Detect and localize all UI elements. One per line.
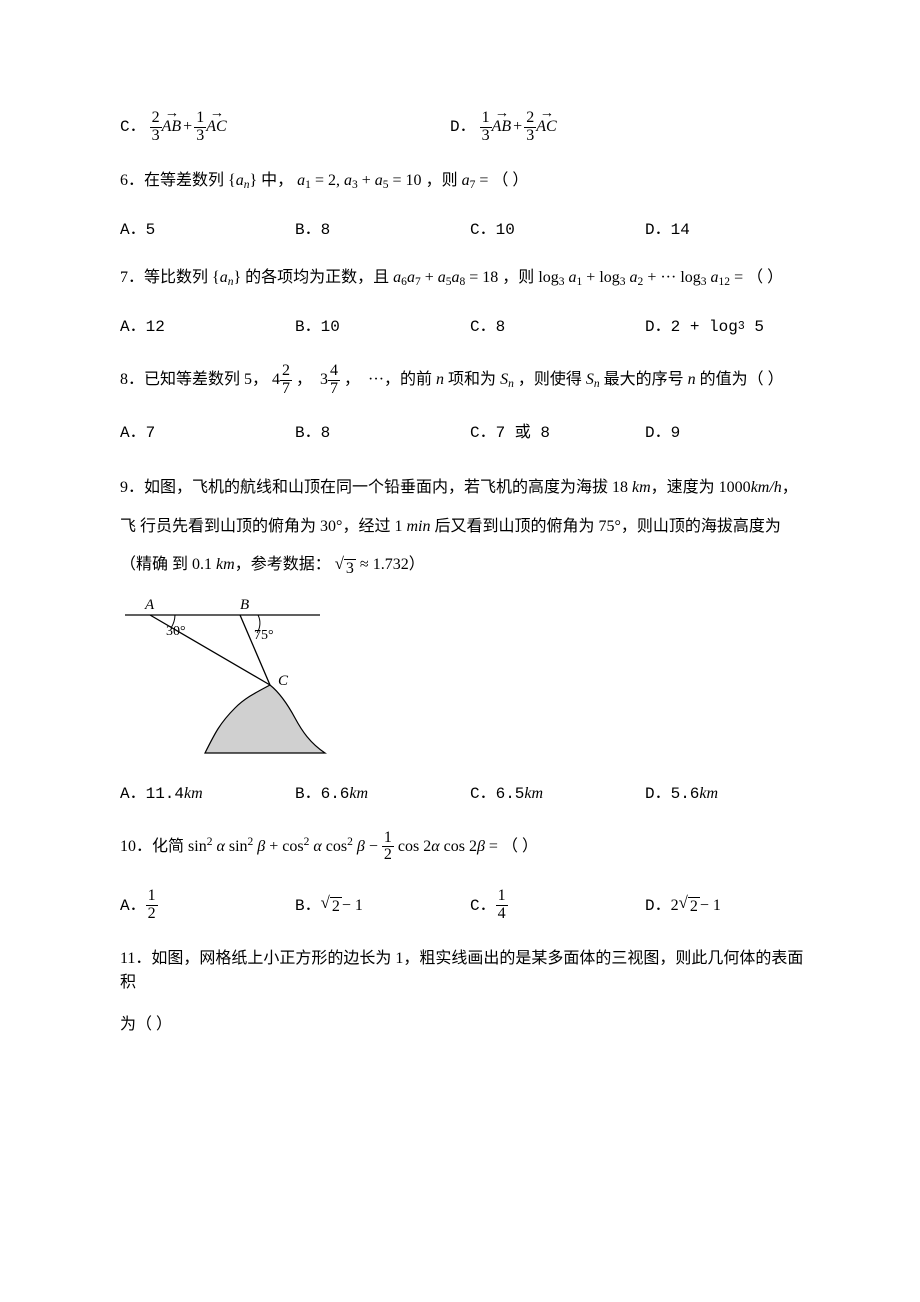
q9-stem: 9．如图，飞机的航线和山顶在同一个铅垂面内，若飞机的高度为海拔 18 km，速度…: [120, 469, 805, 584]
brace-set: {an}: [228, 172, 257, 189]
q9-opt-d: D．5.6 km: [645, 782, 718, 806]
q10-stem: 10．化简 sin2 α sin2 β + cos2 α cos2 β − 12…: [120, 830, 805, 865]
q6-opt-a: A．5: [120, 218, 295, 242]
q11-line1: 11．如图，网格纸上小正方形的边长为 1，粗实线画出的是某多面体的三视图，则此几…: [120, 947, 805, 995]
q9-opt-c: C．6.5 km: [470, 782, 645, 806]
opt-label: C．: [120, 115, 146, 139]
sqrt: √3: [335, 556, 356, 577]
opt-label: D．: [450, 115, 476, 139]
vector-ab: AB→: [162, 115, 182, 139]
mixed-frac: 4 27: [272, 363, 292, 398]
fraction: 13: [194, 110, 206, 145]
q6-opt-c: C．10: [470, 218, 645, 242]
q5-options-cd: C． 23 AB→ + 13 AC→ D． 13 AB→ + 23 AC→: [120, 110, 805, 145]
fig-label-a: A: [144, 597, 155, 613]
q7-opt-a: A．12: [120, 315, 295, 339]
fraction: 12: [382, 830, 394, 865]
q6-options: A．5 B．8 C．10 D．14: [120, 218, 805, 242]
vector-ac: AC→: [536, 115, 556, 139]
q10-opt-d: D． 2√2 − 1: [645, 888, 721, 923]
vector-ac: AC→: [206, 115, 226, 139]
q6-opt-d: D．14: [645, 218, 690, 242]
q6-opt-b: B．8: [295, 218, 470, 242]
brace-set: {an}: [212, 269, 241, 286]
q6-stem: 6．在等差数列 {an} 中， a1 = 2, a3 + a5 = 10 ，则 …: [120, 169, 805, 194]
q9-figure: A B C 30° 75°: [120, 593, 805, 758]
q8-opt-a: A．7: [120, 421, 295, 445]
q7-opt-c: C．8: [470, 315, 645, 339]
q8-opt-d: D．9: [645, 421, 680, 445]
q8-stem: 8．已知等差数列 5， 4 27 ， 3 47 ， ···，的前 n 项和为 S…: [120, 363, 805, 398]
q10-opt-c: C． 14: [470, 888, 645, 923]
q11-line2: 为（ ）: [120, 1013, 805, 1037]
vector-ab: AB→: [492, 115, 512, 139]
q9-options: A．11.4 km B．6.6 km C．6.5 km D．5.6 km: [120, 782, 805, 806]
q9-opt-b: B．6.6 km: [295, 782, 470, 806]
q7-stem: 7．等比数列 {an} 的各项均为正数，且 a6a7 + a5a8 = 18 ，…: [120, 266, 805, 291]
q10-options: A． 12 B． √2 − 1 C． 14 D． 2√2 − 1: [120, 888, 805, 923]
q9-opt-a: A．11.4 km: [120, 782, 295, 806]
fig-angle-75: 75°: [254, 628, 274, 643]
fraction: 13: [480, 110, 492, 145]
fig-label-c: C: [278, 673, 289, 689]
q10-opt-b: B． √2 − 1: [295, 888, 470, 923]
q8-opt-c: C．7 或 8: [470, 421, 645, 445]
q10-opt-a: A． 12: [120, 888, 295, 923]
fig-angle-30: 30°: [166, 624, 186, 639]
q5-opt-d: D． 13 AB→ + 23 AC→: [450, 110, 557, 145]
q5-opt-c: C． 23 AB→ + 13 AC→: [120, 110, 450, 145]
fraction: 23: [150, 110, 162, 145]
q7-opt-b: B．10: [295, 315, 470, 339]
q7-opt-d: D． 2 + log3 5: [645, 315, 764, 339]
q7-options: A．12 B．10 C．8 D． 2 + log3 5: [120, 315, 805, 339]
mixed-frac: 3 47: [320, 363, 340, 398]
fraction: 23: [524, 110, 536, 145]
q8-opt-b: B．8: [295, 421, 470, 445]
fig-label-b: B: [240, 597, 249, 613]
q8-options: A．7 B．8 C．7 或 8 D．9: [120, 421, 805, 445]
